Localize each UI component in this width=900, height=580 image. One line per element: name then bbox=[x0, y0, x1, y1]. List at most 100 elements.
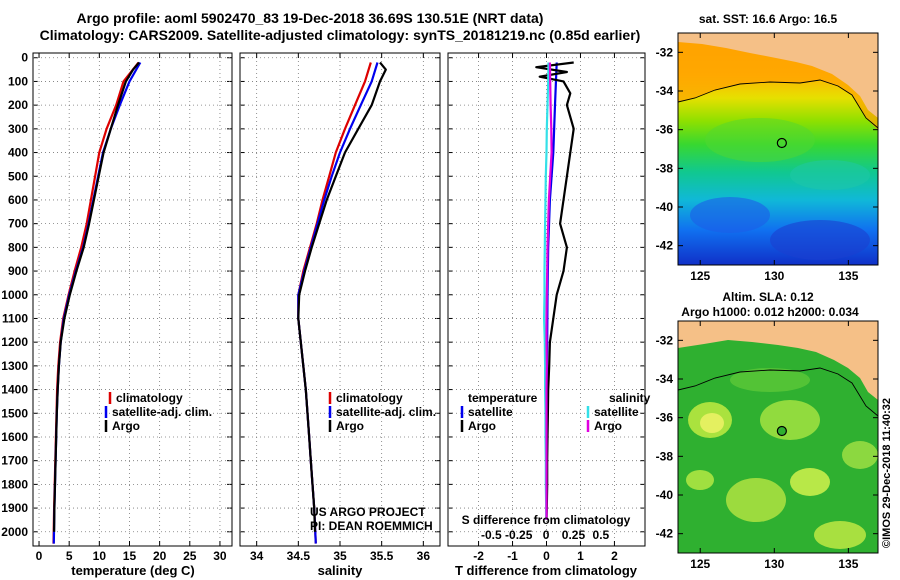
sst-map-title: sat. SST: 16.6 Argo: 16.5 bbox=[699, 12, 838, 26]
temperature-series-line bbox=[52, 61, 142, 544]
salinity-series-line bbox=[297, 62, 372, 544]
x-tick-label: -1 bbox=[507, 549, 518, 563]
x-tick-label: 25 bbox=[183, 549, 197, 563]
salinity-panel bbox=[239, 52, 441, 547]
map-x-tick-label: 130 bbox=[764, 269, 784, 283]
x-tick-label: 30 bbox=[213, 549, 227, 563]
legend-climatology: climatology bbox=[116, 391, 183, 405]
map-y-tick-label: -42 bbox=[656, 527, 674, 541]
depth-tick-label: 700 bbox=[8, 217, 28, 231]
x-tick-label: 2 bbox=[611, 549, 618, 563]
salinity-series-group bbox=[297, 61, 387, 544]
temperature-series-group bbox=[52, 61, 142, 544]
map-y-tick-label: -38 bbox=[656, 161, 674, 175]
depth-tick-label: 400 bbox=[8, 146, 28, 160]
temperature-legend: climatology satellite-adj. clim. Argo bbox=[104, 391, 212, 433]
depth-tick-label: 0 bbox=[21, 51, 28, 65]
salinity-legend: climatology satellite-adj. clim. Argo bbox=[328, 391, 436, 433]
difference-legend: temperature satellite Argo salinity sate… bbox=[460, 391, 651, 433]
depth-tick-label: 1500 bbox=[1, 406, 28, 420]
map-x-tick-label: 135 bbox=[838, 269, 858, 283]
depth-tick-label: 100 bbox=[8, 74, 28, 88]
depth-tick-label: 200 bbox=[8, 98, 28, 112]
map-x-tick-label: 125 bbox=[690, 269, 710, 283]
x-ticks: 0 5 10 15 20 25 30 34 34.5 35 35.5 36 -2 -1 0 1 2 -0.5 -0.… bbox=[36, 53, 618, 563]
legend-argo: Argo bbox=[112, 419, 140, 433]
x-tick-label: 5 bbox=[66, 549, 73, 563]
depth-tick-label: 1800 bbox=[1, 477, 28, 491]
depth-tick-label: 2000 bbox=[1, 525, 28, 539]
legend-temp-satellite: satellite bbox=[468, 405, 513, 419]
credit-line-2: PI: DEAN ROEMMICH bbox=[310, 519, 433, 533]
x-tick-label: 20 bbox=[153, 549, 167, 563]
map-x-tick-label: 135 bbox=[838, 557, 858, 571]
imos-timestamp: ©IMOS 29-Dec-2018 11:40:32 bbox=[881, 398, 893, 548]
temperature-xlabel: temperature (deg C) bbox=[71, 563, 195, 578]
x-top-tick-label: 0.5 bbox=[593, 528, 610, 542]
sla-map-title: Altim. SLA: 0.12 bbox=[722, 290, 814, 304]
map-y-tick-label: -42 bbox=[656, 239, 674, 253]
x-tick-label: 36 bbox=[417, 549, 431, 563]
x-tick-label: 1 bbox=[577, 549, 584, 563]
salinity-series-line bbox=[297, 61, 387, 532]
sla-map-subtitle: Argo h1000: 0.012 h2000: 0.034 bbox=[681, 305, 859, 319]
x-tick-label: 15 bbox=[123, 549, 137, 563]
credit-line-1: US ARGO PROJECT bbox=[310, 505, 426, 519]
salinity-series-line bbox=[297, 62, 379, 544]
depth-tick-label: 800 bbox=[8, 240, 28, 254]
x-top-tick-label: -0.25 bbox=[505, 528, 533, 542]
difference-xlabel: T difference from climatology bbox=[455, 563, 638, 578]
difference-series-line bbox=[545, 62, 553, 520]
depth-tick-label: 900 bbox=[8, 264, 28, 278]
x-top-tick-label: 0 bbox=[543, 528, 550, 542]
x-tick-label: -2 bbox=[473, 549, 484, 563]
salinity-xlabel: salinity bbox=[318, 563, 364, 578]
depth-tick-label: 1900 bbox=[1, 501, 28, 515]
profile-series bbox=[52, 61, 575, 544]
map-x-tick-label: 130 bbox=[764, 557, 784, 571]
map-y-tick-label: -38 bbox=[656, 449, 674, 463]
temperature-series-line bbox=[53, 61, 140, 532]
legend-salinity-title: salinity bbox=[609, 391, 651, 405]
legend-temperature-title: temperature bbox=[468, 391, 538, 405]
legend-satellite: satellite-adj. clim. bbox=[336, 405, 436, 419]
legend-argo: Argo bbox=[336, 419, 364, 433]
title-line-1: Argo profile: aoml 5902470_83 19-Dec-201… bbox=[77, 10, 544, 26]
map-y-tick-label: -36 bbox=[656, 123, 674, 137]
x-tick-label: 34.5 bbox=[287, 549, 311, 563]
depth-tick-label: 1200 bbox=[1, 335, 28, 349]
land-mass bbox=[678, 33, 878, 118]
depth-tick-label: 500 bbox=[8, 169, 28, 183]
map-y-tick-label: -40 bbox=[656, 200, 674, 214]
x-tick-label: 10 bbox=[93, 549, 107, 563]
difference-series-group bbox=[535, 61, 575, 520]
float-position-marker bbox=[776, 137, 787, 149]
map-y-tick-label: -36 bbox=[656, 411, 674, 425]
depth-tick-label: 1100 bbox=[2, 311, 28, 325]
x-tick-label: 0 bbox=[36, 549, 43, 563]
x-top-tick-label: -0.5 bbox=[481, 528, 502, 542]
map-x-tick-label: 125 bbox=[690, 557, 710, 571]
x-tick-label: 35 bbox=[333, 549, 347, 563]
legend-climatology: climatology bbox=[336, 391, 403, 405]
sla-map-ticks: 125 130 135 -32 -34 -36 -38 -40 -42 bbox=[656, 321, 878, 571]
difference-top-xlabel: S difference from climatology bbox=[462, 513, 631, 527]
x-tick-label: 34 bbox=[250, 549, 264, 563]
imos-stamp: ©IMOS 29-Dec-2018 11:40:32 bbox=[877, 372, 900, 552]
x-top-tick-label: 0.25 bbox=[562, 528, 586, 542]
legend-sal-argo: Argo bbox=[594, 419, 622, 433]
map-y-tick-label: -32 bbox=[656, 45, 674, 59]
depth-tick-label: 300 bbox=[8, 122, 28, 136]
map-y-tick-label: -32 bbox=[656, 333, 674, 347]
map-y-tick-label: -34 bbox=[656, 84, 674, 98]
depth-tick-label: 1300 bbox=[1, 359, 28, 373]
map-y-tick-label: -34 bbox=[656, 372, 674, 386]
depth-tick-label: 1700 bbox=[1, 454, 28, 468]
map-y-tick-label: -40 bbox=[656, 488, 674, 502]
grid bbox=[33, 53, 645, 546]
depth-tick-label: 1600 bbox=[1, 430, 28, 444]
legend-sal-satellite: satellite bbox=[594, 405, 639, 419]
float-position-marker bbox=[776, 425, 787, 437]
x-tick-label: 35.5 bbox=[370, 549, 394, 563]
